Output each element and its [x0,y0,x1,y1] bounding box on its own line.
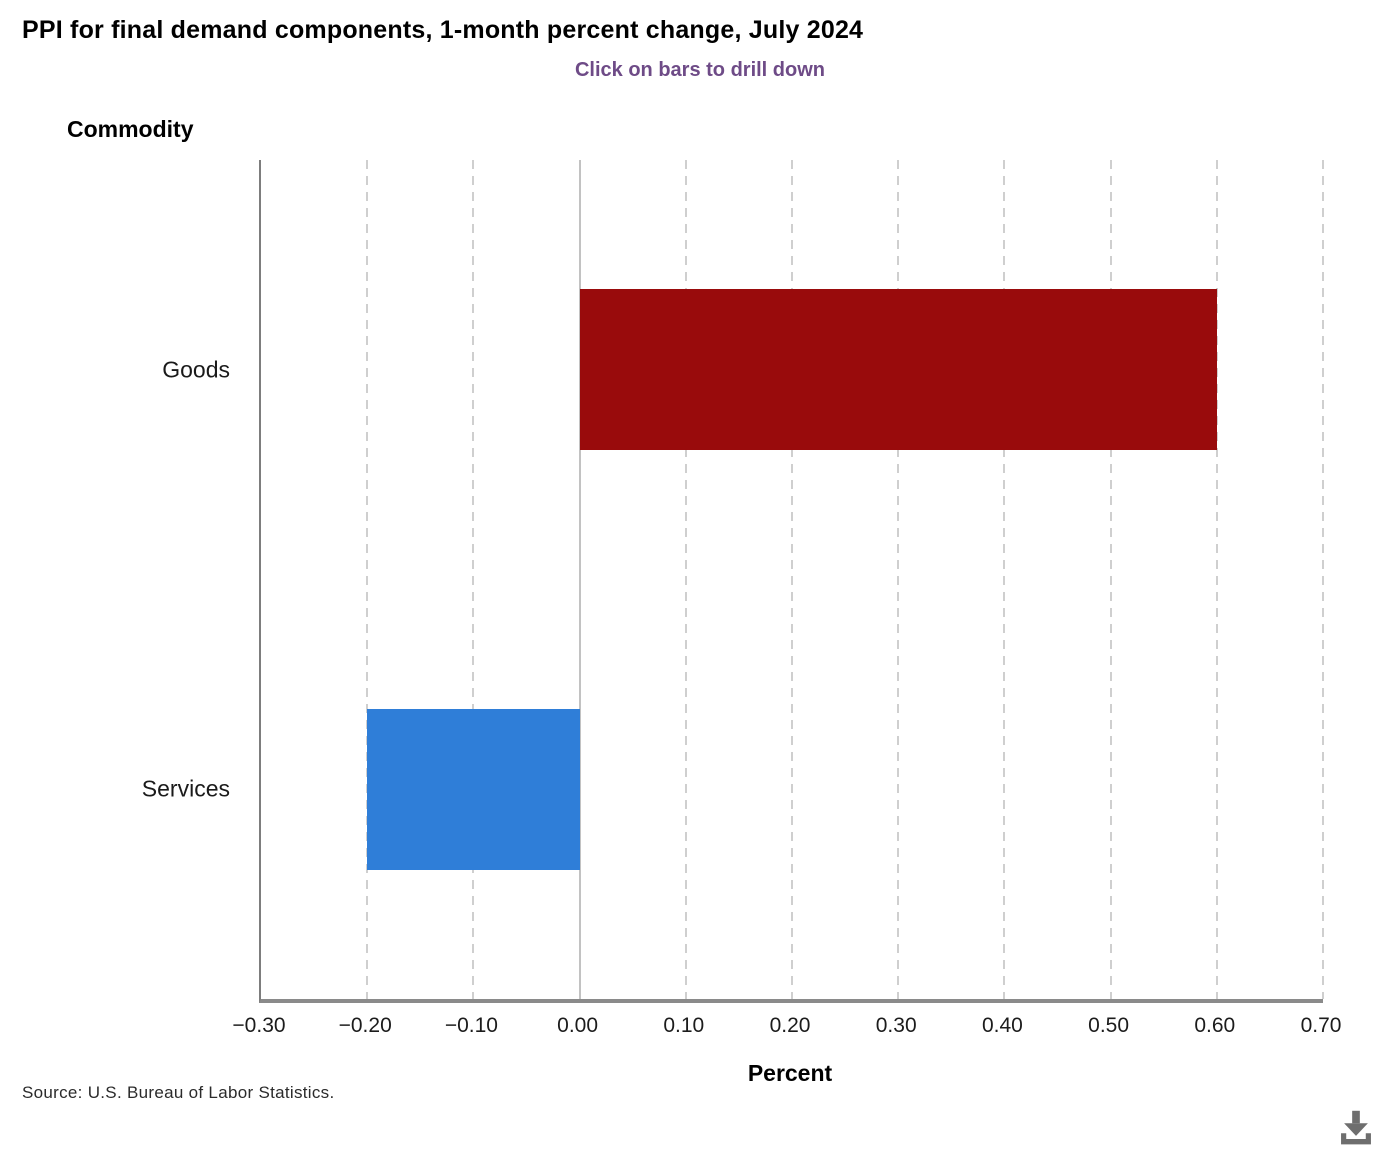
y-axis-title: Commodity [67,116,194,142]
gridline [1322,160,1324,999]
x-tick-label: 0.70 [1300,1014,1342,1037]
gridline [1003,160,1006,999]
gridline [897,160,900,999]
download-icon [1341,1110,1371,1145]
x-tick-label: 0.20 [769,1014,811,1037]
x-tick-label: −0.10 [444,1014,498,1037]
x-tick-label: −0.30 [232,1014,286,1037]
gridline [472,160,475,999]
category-label-goods: Goods [162,356,230,383]
chart-title: PPI for final demand components, 1-month… [22,16,864,44]
gridline [791,160,793,999]
gridline [366,160,369,999]
gridline [684,160,687,999]
x-tick-label: 0.00 [557,1014,599,1037]
x-tick-label: 0.60 [1194,1014,1236,1037]
download-button[interactable] [1328,1102,1384,1156]
x-tick-label: 0.30 [875,1014,917,1037]
gridline [1109,160,1112,999]
chart-subtitle: Click on bars to drill down [574,59,826,81]
x-tick-label: −0.20 [338,1014,392,1037]
bar-services[interactable] [367,708,580,870]
plot-area [259,160,1324,1003]
bar-goods[interactable] [579,289,1217,451]
x-tick-label: 0.10 [663,1014,705,1037]
zero-gridline [578,160,581,999]
x-axis-title: Percent [747,1060,833,1086]
x-tick-label: 0.40 [981,1014,1023,1037]
gridline [1215,160,1218,999]
source-note: Source: U.S. Bureau of Labor Statistics. [22,1083,335,1102]
category-label-services: Services [141,775,230,802]
x-tick-label: 0.50 [1088,1014,1130,1037]
